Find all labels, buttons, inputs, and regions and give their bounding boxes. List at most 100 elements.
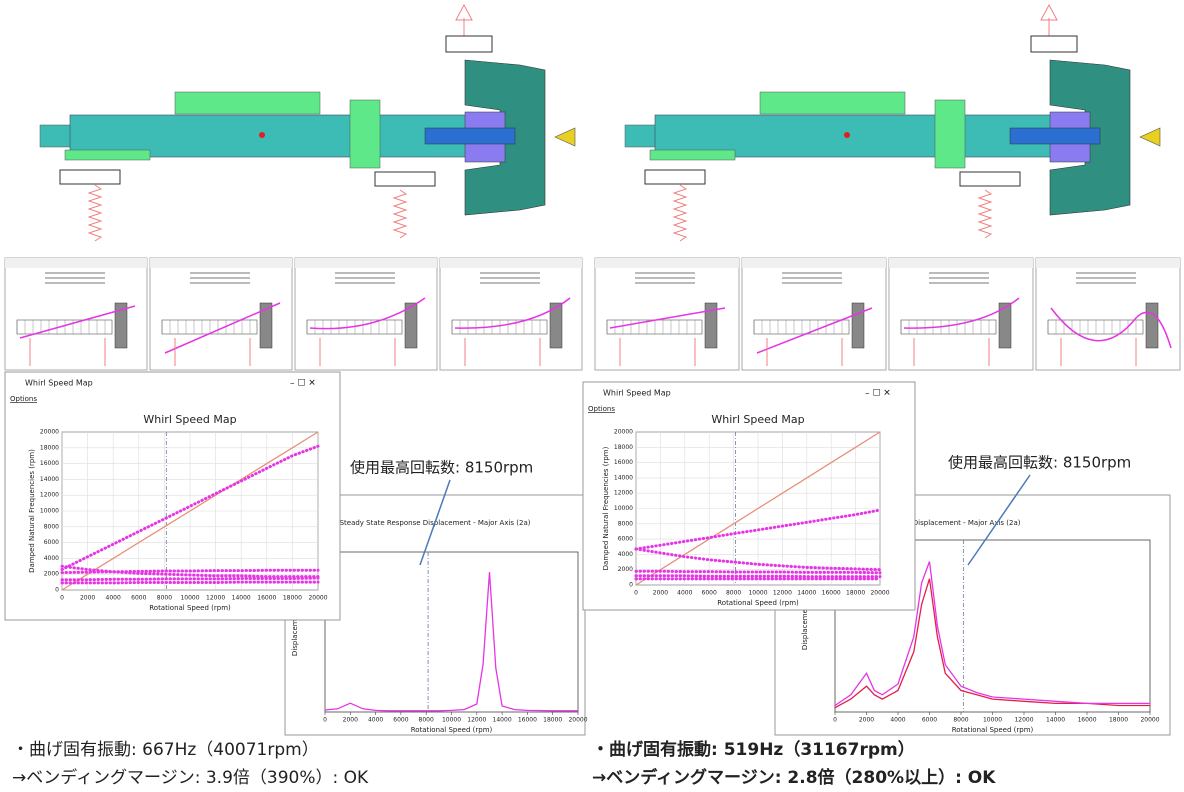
x-tick-label: 20000 (568, 717, 587, 724)
callout-arrow (419, 479, 451, 566)
x-tick-label: 10000 (180, 595, 199, 602)
x-tick-label: 14000 (493, 717, 512, 724)
y-tick-label: 10000 (40, 508, 59, 515)
mode-shape (454, 297, 571, 329)
x-tick-label: 14000 (232, 595, 251, 602)
x-tick-label: 20000 (308, 595, 327, 602)
rotor-model-right (624, 4, 1161, 242)
y-tick-label: 16000 (614, 459, 633, 466)
x-tick-label: 18000 (543, 717, 562, 724)
title-bar (889, 258, 1033, 268)
info-line (635, 272, 695, 274)
title-bar (5, 258, 147, 268)
mode-shape-thumbnails (4, 257, 1181, 371)
impeller (998, 302, 1012, 349)
x-axis-label: Rotational Speed (rpm) (952, 726, 1034, 734)
y-tick-label: 10000 (614, 505, 633, 512)
mode-shape (1050, 307, 1172, 349)
mode-shape-window (294, 257, 438, 371)
series-line (60, 568, 320, 575)
mode-shape (164, 302, 281, 354)
mode-shape (609, 307, 726, 329)
window-frame (594, 257, 740, 371)
series-line (634, 574, 882, 579)
x-tick-label: 8000 (157, 595, 172, 602)
info-line (929, 277, 989, 279)
y-axis-label: Damped Natural Frequencies (rpm) (602, 446, 610, 570)
x-tick-label: 10000 (748, 590, 767, 597)
x-tick-label: 8000 (953, 717, 968, 724)
mode-shape (309, 297, 426, 330)
menu-item: Options (10, 395, 37, 403)
x-tick-label: 18000 (1109, 717, 1128, 724)
x-tick-label: 8000 (726, 590, 741, 597)
impeller (259, 302, 273, 349)
x-tick-label: 12000 (1014, 717, 1033, 724)
window-title: Whirl Speed Map (603, 389, 671, 398)
x-tick-label: 2000 (653, 590, 668, 597)
callout-arrow (967, 474, 1031, 566)
chart-title: Lateral Steady State Response Displaceme… (313, 519, 531, 527)
y-axis-label: Displacement (291, 608, 299, 656)
info-line (635, 277, 695, 279)
x-tick-label: 2000 (343, 717, 358, 724)
window-frame (439, 257, 583, 371)
x-tick-label: 4000 (368, 717, 383, 724)
impeller (404, 302, 418, 349)
y-tick-label: 8000 (618, 520, 633, 527)
window-controls: – ☐ ✕ (865, 389, 891, 399)
y-tick-label: 0 (55, 587, 59, 594)
caption: ・曲げ固有振動: 667Hz（40071rpm） (12, 740, 319, 760)
impeller (114, 302, 128, 349)
mode-shape-window (439, 257, 583, 371)
max-speed-callout: 使用最高回転数: 8150rpm (948, 454, 1131, 472)
x-tick-label: 18000 (846, 590, 865, 597)
impeller (1145, 302, 1159, 349)
series-line (60, 580, 320, 585)
y-tick-label: 12000 (614, 490, 633, 497)
x-tick-label: 20000 (1140, 717, 1159, 724)
title-bar (742, 258, 886, 268)
window-frame (741, 257, 887, 371)
x-tick-label: 0 (323, 717, 327, 724)
info-line (335, 282, 395, 284)
mode-shape-window (149, 257, 293, 371)
x-tick-label: 12000 (467, 717, 486, 724)
title-bar (150, 258, 292, 268)
series-line (61, 431, 319, 591)
series-line (634, 547, 882, 572)
x-tick-label: 4000 (106, 595, 121, 602)
y-tick-label: 20000 (40, 429, 59, 436)
impeller (704, 302, 718, 349)
chart-window: Whirl Speed Map – ☐ ✕ Options Whirl Speed M… (4, 371, 341, 621)
series-line (834, 561, 1151, 707)
x-tick-label: 6000 (702, 590, 717, 597)
impeller (851, 302, 865, 349)
series-line (635, 431, 881, 586)
x-tick-label: 0 (833, 717, 837, 724)
chart-window: Lateral Steady State Response Displaceme… (284, 494, 588, 736)
info-line (45, 282, 105, 284)
y-axis-label: Damped Natural Frequencies (rpm) (28, 449, 36, 573)
title-bar (295, 258, 437, 268)
info-line (45, 277, 105, 279)
info-line (45, 272, 105, 274)
max-speed-callout: 使用最高回転数: 8150rpm (350, 459, 533, 477)
x-tick-label: 16000 (518, 717, 537, 724)
x-tick-label: 20000 (870, 590, 889, 597)
x-tick-label: 8000 (419, 717, 434, 724)
x-tick-label: 4000 (677, 590, 692, 597)
y-tick-label: 18000 (614, 444, 633, 451)
x-axis-label: Rotational Speed (rpm) (411, 726, 493, 734)
chart-title: Whirl Speed Map (711, 413, 804, 426)
series-line (634, 508, 882, 551)
series-line (60, 444, 320, 571)
x-tick-label: 0 (634, 590, 638, 597)
x-tick-label: 6000 (131, 595, 146, 602)
info-line (1076, 272, 1136, 274)
info-line (335, 272, 395, 274)
info-line (480, 272, 540, 274)
title-bar (440, 258, 582, 268)
y-tick-label: 16000 (40, 460, 59, 467)
